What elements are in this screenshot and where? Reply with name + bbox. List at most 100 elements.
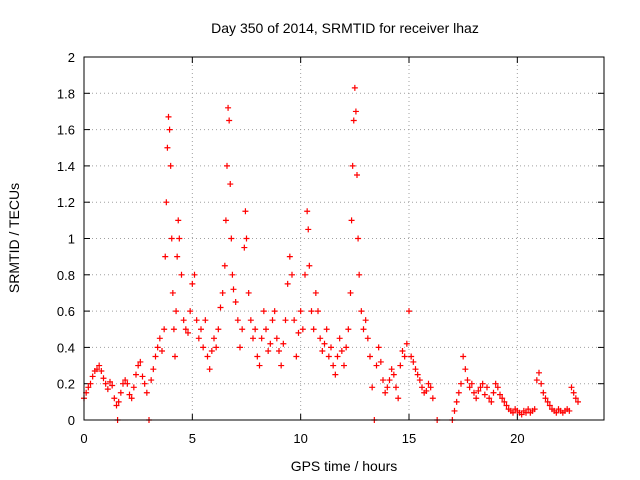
data-point [286,253,293,260]
data-point [85,384,92,391]
data-point [362,317,369,324]
data-point [254,353,261,360]
data-point [302,271,308,278]
data-point [222,217,229,224]
data-point [269,317,276,324]
data-point [356,271,363,278]
y-tick-label: 0.2 [57,377,75,392]
data-point [473,395,480,402]
data-point [490,389,497,396]
data-point [455,389,462,396]
y-tick-label: 2 [68,50,75,65]
data-point [408,353,415,360]
data-point [475,387,482,394]
data-point [332,371,339,378]
data-point [172,353,178,360]
data-point [252,326,259,333]
x-axis: 0 5 10 15 20 [80,57,525,446]
data-point [189,280,196,287]
data-point [352,108,359,115]
data-point [229,271,236,278]
data-point [208,348,215,355]
data-point [419,384,425,391]
data-point [494,384,501,391]
data-point [477,384,484,391]
data-point [464,377,471,384]
data-point [358,308,365,315]
data-point [382,389,389,396]
data-point [227,181,234,188]
data-point [373,362,380,369]
data-point [399,348,406,355]
x-axis-label: GPS time / hours [291,458,398,474]
data-point [165,113,172,120]
data-point [104,386,111,393]
data-point [206,366,213,373]
data-point [479,380,486,387]
data-point [334,353,341,360]
data-point [572,395,579,402]
data-point [416,377,423,384]
data-point [317,335,324,342]
data-point [162,253,169,260]
data-point [390,371,397,378]
data-point [427,384,434,391]
data-point [243,235,250,242]
data-point [319,348,326,355]
data-point [348,217,355,224]
data-point [217,304,224,311]
data-point [377,358,384,365]
data-point [406,308,412,315]
data-point [178,271,185,278]
data-point [228,235,235,242]
data-point [384,384,391,391]
data-point [354,171,360,178]
y-tick-label: 0.4 [57,340,75,355]
data-point [343,344,350,351]
data-point [299,326,306,333]
data-point [305,226,312,233]
data-point [98,367,105,374]
data-point [429,395,436,402]
data-point [154,344,161,351]
data-point [156,335,163,342]
y-tick-label: 1.8 [57,86,75,101]
data-point [200,344,207,351]
data-point [193,317,200,324]
data-point [393,384,399,391]
data-point [462,366,469,373]
data-point [241,244,248,251]
data-point [471,389,477,396]
data-point [553,409,560,416]
data-point [341,362,347,369]
data-point [289,271,295,278]
data-point [336,335,343,342]
data-point [133,371,139,378]
data-point [174,253,181,260]
data-point [258,335,265,342]
data-point [273,335,280,342]
data-point [451,407,458,414]
y-tick-label: 0 [68,413,75,428]
data-point [338,348,345,355]
data-point [89,373,96,380]
data-point [215,326,222,333]
data-point [315,308,321,315]
data-point [135,362,142,369]
data-point [355,235,362,242]
data-point [360,326,367,333]
data-point [570,389,577,396]
data-series [81,84,581,423]
data-point [282,317,289,324]
data-point [102,380,109,387]
data-point [310,326,317,333]
data-point [191,271,198,278]
data-point [295,329,302,336]
data-point [412,366,419,373]
data-point [175,217,182,224]
data-point [239,326,246,333]
data-point [182,326,189,333]
data-point [225,104,232,111]
data-point [139,373,146,380]
data-point [312,289,319,296]
